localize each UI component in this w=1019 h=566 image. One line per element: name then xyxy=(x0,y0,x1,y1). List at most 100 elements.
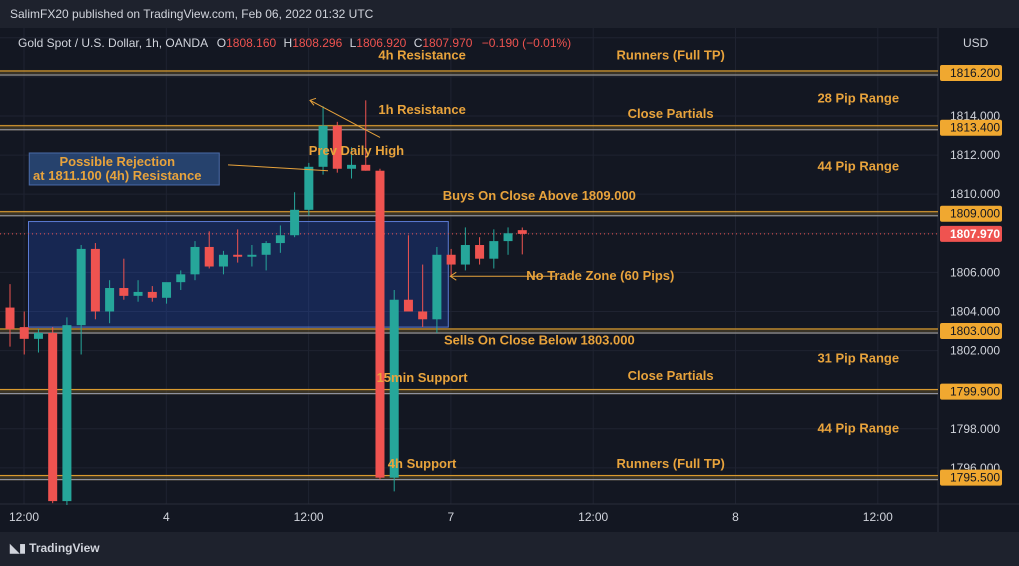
candle-body xyxy=(460,245,470,265)
grid-lines xyxy=(0,28,1019,532)
annotation-label: 44 Pip Range xyxy=(817,159,899,174)
candle-body xyxy=(332,125,342,169)
price-axis: 1816.0001814.0001812.0001810.0001808.000… xyxy=(940,64,1002,486)
level-band xyxy=(0,474,938,481)
candle-body xyxy=(162,282,172,298)
candle-body xyxy=(418,311,428,320)
tv-logo-icon: ◣▮ xyxy=(10,541,30,555)
high-pointer-line xyxy=(309,99,381,138)
candle-body xyxy=(247,254,257,257)
tradingview-brand: TradingView xyxy=(29,541,100,555)
legend-symbol: Gold Spot / U.S. Dollar, 1h, OANDA xyxy=(18,36,208,50)
last-price-tag xyxy=(940,225,1002,242)
price-tick-label: 1802.000 xyxy=(950,344,1000,358)
annotation-label: Runners (Full TP) xyxy=(616,456,724,471)
level-price-tag xyxy=(940,383,1002,400)
candle-body xyxy=(48,332,58,502)
candle-body xyxy=(275,235,285,244)
price-tick-label: 1814.000 xyxy=(950,109,1000,123)
level-price-text: 1813.400 xyxy=(950,121,1000,135)
candle-body xyxy=(347,164,357,169)
candle-body xyxy=(517,230,527,234)
price-tick-label: 1798.000 xyxy=(950,422,1000,436)
candle-body xyxy=(361,164,371,171)
candle-body xyxy=(233,254,243,257)
publish-info: SalimFX20 published on TradingView.com, … xyxy=(10,7,374,21)
callout-pointer-line xyxy=(227,164,329,172)
level-price-text: 1799.900 xyxy=(950,385,1000,399)
price-chart[interactable]: 4h Resistance Runners (Full TP) 28 Pip Ran… xyxy=(0,28,1019,532)
legend-h-label: H xyxy=(284,36,293,50)
candle-body xyxy=(119,288,129,296)
callout-box xyxy=(28,152,220,186)
candle-body xyxy=(5,307,15,330)
candle-body xyxy=(204,246,214,267)
legend-l-label: L xyxy=(350,36,357,50)
level-band xyxy=(0,388,938,395)
level-price-tag xyxy=(940,469,1002,486)
candle-body xyxy=(133,291,143,296)
level-price-text: 1803.000 xyxy=(950,324,1000,338)
legend-close: 1807.970 xyxy=(422,36,472,50)
level-band xyxy=(0,69,938,76)
candle-body xyxy=(432,254,442,320)
candle-body xyxy=(76,248,86,326)
time-tick-label: 12:00 xyxy=(578,510,608,524)
annotation-label: Buys On Close Above 1809.000 xyxy=(443,188,636,203)
time-tick-label: 12:00 xyxy=(9,510,39,524)
annotation-label: 4h Resistance xyxy=(378,47,465,62)
level-price-text: 1809.000 xyxy=(950,207,1000,221)
candle-body xyxy=(19,327,29,339)
annotations: 4h Resistance Runners (Full TP) 28 Pip Ran… xyxy=(28,47,899,471)
level-price-tag xyxy=(940,323,1002,340)
tradingview-logo[interactable]: ◣▮ TradingView xyxy=(10,541,100,555)
level-price-text: 1816.200 xyxy=(950,66,1000,80)
annotation-label: 31 Pip Range xyxy=(817,350,899,365)
annotation-label: Close Partials xyxy=(628,368,714,383)
candle-body xyxy=(489,241,499,259)
price-levels xyxy=(0,69,938,481)
legend-change: −0.190 (−0.01%) xyxy=(482,36,571,50)
price-tick-label: 1810.000 xyxy=(950,187,1000,201)
annotation-label: 1h Resistance xyxy=(378,102,465,117)
candle-body xyxy=(318,125,328,167)
level-price-tag xyxy=(940,205,1002,222)
level-price-tag xyxy=(940,119,1002,136)
annotation-label: Prev Daily High xyxy=(309,143,404,158)
candle-body xyxy=(403,299,413,312)
last-price-text: 1807.970 xyxy=(950,227,1000,241)
callout-line1: Possible Rejection xyxy=(59,154,175,169)
candles xyxy=(5,100,527,506)
candle-body xyxy=(375,170,385,478)
candle-body xyxy=(190,246,200,275)
legend-o-label: O xyxy=(217,36,226,50)
time-tick-label: 7 xyxy=(448,510,455,524)
high-arrow-icon xyxy=(309,97,317,106)
candle-body xyxy=(62,325,72,502)
candle-body xyxy=(389,299,399,478)
legend-open: 1808.160 xyxy=(226,36,276,50)
candle-body xyxy=(33,332,43,339)
level-price-tag xyxy=(940,64,1002,81)
callout-line2: at 1811.100 (4h) Resistance xyxy=(33,168,201,183)
level-band xyxy=(0,210,938,217)
time-tick-label: 4 xyxy=(163,510,170,524)
candle-body xyxy=(218,254,228,267)
symbol-legend: Gold Spot / U.S. Dollar, 1h, OANDA O1808… xyxy=(18,36,571,50)
level-band xyxy=(0,328,938,335)
legend-c-label: C xyxy=(414,36,423,50)
footer-bar: ◣▮ TradingView xyxy=(0,532,1019,566)
publish-header: SalimFX20 published on TradingView.com, … xyxy=(0,0,1019,28)
candle-body xyxy=(105,288,115,312)
candle-body xyxy=(503,233,513,242)
price-tick-label: 1806.000 xyxy=(950,265,1000,279)
annotation-label: No Trade Zone (60 Pips) xyxy=(526,268,674,283)
candle-body xyxy=(304,166,314,210)
price-tick-label: 1804.000 xyxy=(950,304,1000,318)
annotation-label: Sells On Close Below 1803.000 xyxy=(444,333,635,348)
candle-body xyxy=(147,291,157,298)
candle-body xyxy=(261,243,271,255)
legend-low: 1806.920 xyxy=(356,36,406,50)
annotation-label: 44 Pip Range xyxy=(817,421,899,436)
candle-body xyxy=(90,248,100,312)
